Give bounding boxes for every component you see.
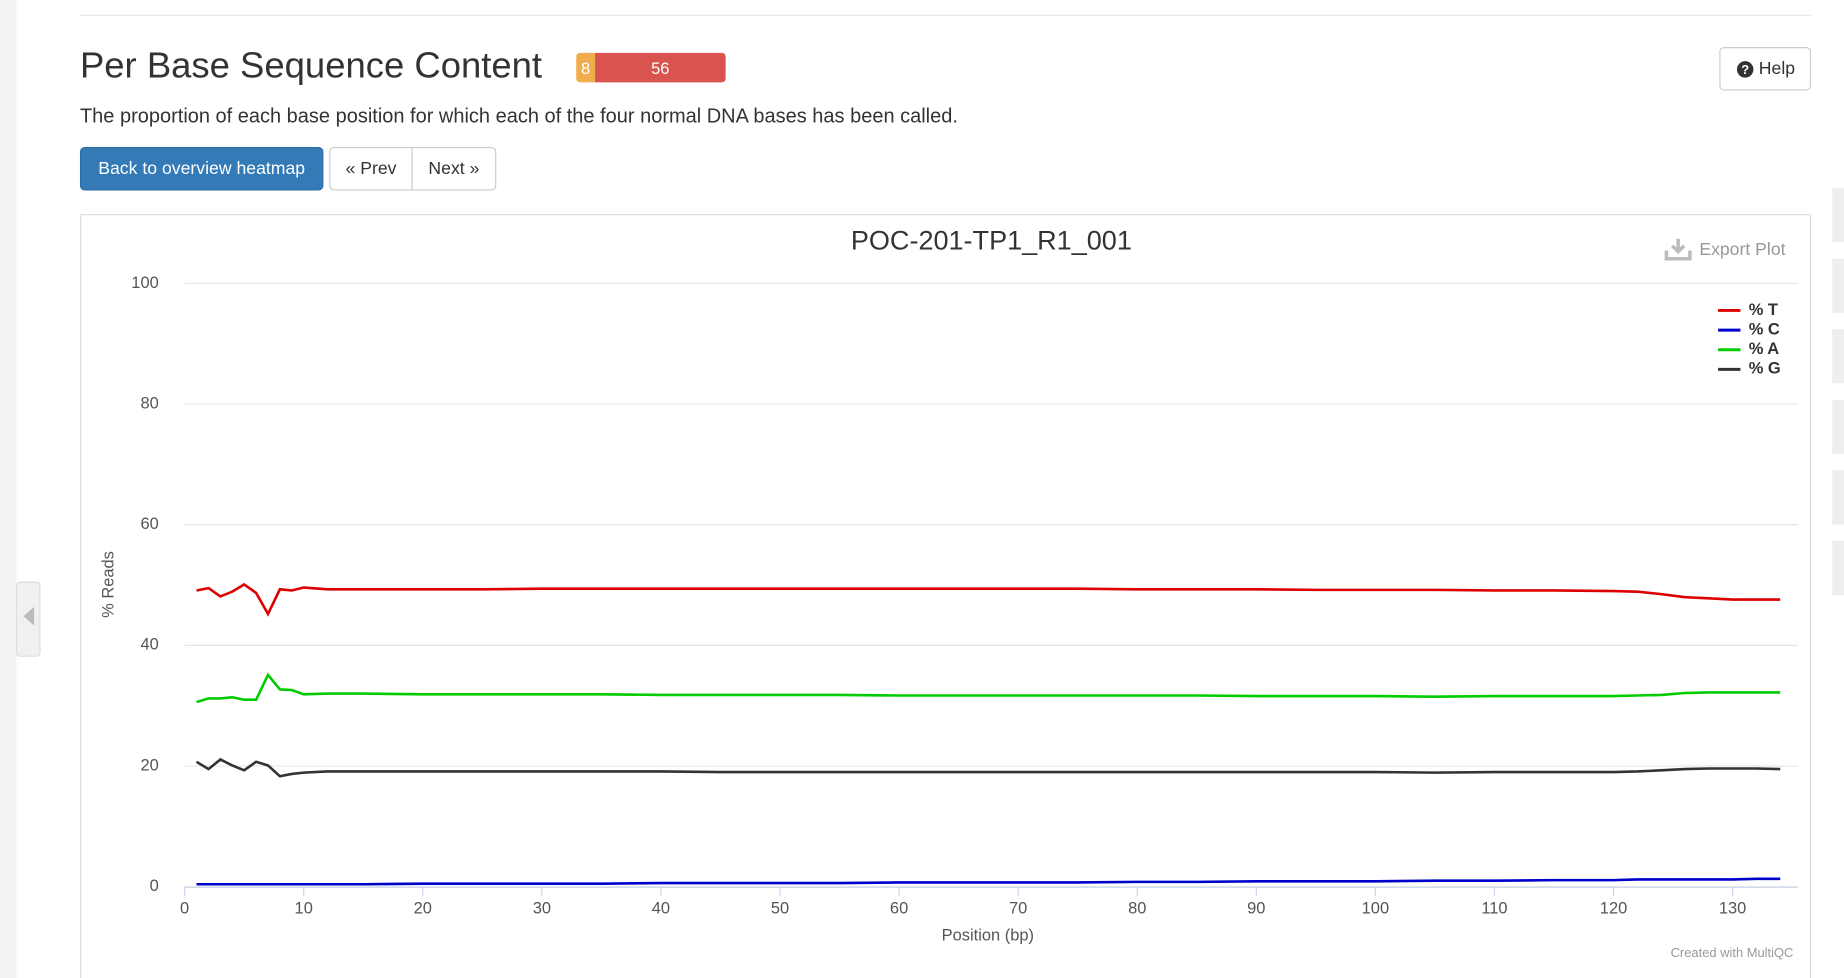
side-tab	[1832, 540, 1844, 596]
legend-label: % A	[1749, 340, 1780, 358]
export-icon	[1664, 238, 1692, 261]
series-line	[196, 877, 1781, 886]
x-tick-label: 90	[1247, 899, 1265, 917]
help-label[interactable]: Help	[1758, 58, 1796, 79]
legend-label: % T	[1749, 301, 1778, 319]
x-tick-label: 20	[414, 899, 432, 917]
y-tick-label: 80	[140, 394, 158, 412]
back-button[interactable]: Back to overview heatmap	[79, 147, 324, 191]
page-title: Per Base Sequence Content	[79, 44, 543, 86]
help-icon: ?	[1736, 60, 1753, 78]
toggle-arrow	[23, 606, 35, 626]
x-tick-label: 110	[1481, 899, 1507, 917]
side-tab	[1832, 258, 1844, 313]
y-tick-label: 20	[140, 756, 158, 774]
series-line	[196, 672, 1781, 704]
legend-label: % C	[1749, 320, 1780, 338]
side-tab	[1832, 188, 1844, 243]
y-tick-label: 60	[140, 515, 158, 533]
prev-button[interactable]: « Prev	[329, 147, 413, 191]
x-axis-label: Position (bp)	[942, 926, 1034, 944]
y-tick-label: 100	[131, 274, 158, 292]
y-axis-label: % Reads	[100, 551, 118, 618]
x-tick-label: 50	[771, 899, 789, 917]
plot-panel	[79, 214, 1812, 978]
export-label[interactable]: Export Plot	[1699, 239, 1785, 259]
x-tick-label: 120	[1600, 899, 1627, 917]
fail-badge: 56	[595, 52, 726, 83]
x-tick-label: 10	[295, 899, 313, 917]
x-tick-label: 100	[1362, 899, 1389, 917]
svg-text:?: ?	[1741, 61, 1749, 76]
description: The proportion of each base position for…	[79, 104, 958, 128]
x-tick-label: 80	[1128, 899, 1146, 917]
x-tick-label: 60	[890, 899, 908, 917]
x-tick-label: 70	[1009, 899, 1027, 917]
series-line	[195, 757, 1781, 778]
export-button[interactable]: Export Plot	[1664, 238, 1786, 261]
series-line	[196, 582, 1781, 617]
chart-title: POC-201-TP1_R1_001	[851, 225, 1132, 255]
x-tick-label: 30	[533, 899, 551, 917]
x-tick-label: 40	[652, 899, 670, 917]
y-tick-label: 40	[140, 636, 158, 654]
help-button[interactable]: ? Help	[1719, 47, 1812, 91]
warn-badge: 8	[576, 52, 596, 83]
side-tab	[1832, 399, 1844, 454]
y-tick-label: 0	[150, 877, 159, 895]
sidebar	[0, 0, 17, 978]
side-tab	[1832, 329, 1844, 384]
next-button[interactable]: Next »	[411, 147, 497, 191]
credit: Created with MultiQC	[1671, 945, 1794, 960]
side-tab	[1832, 470, 1844, 525]
x-tick-label: 130	[1719, 899, 1746, 917]
legend-label: % G	[1749, 360, 1781, 378]
x-tick-label: 0	[180, 899, 189, 917]
